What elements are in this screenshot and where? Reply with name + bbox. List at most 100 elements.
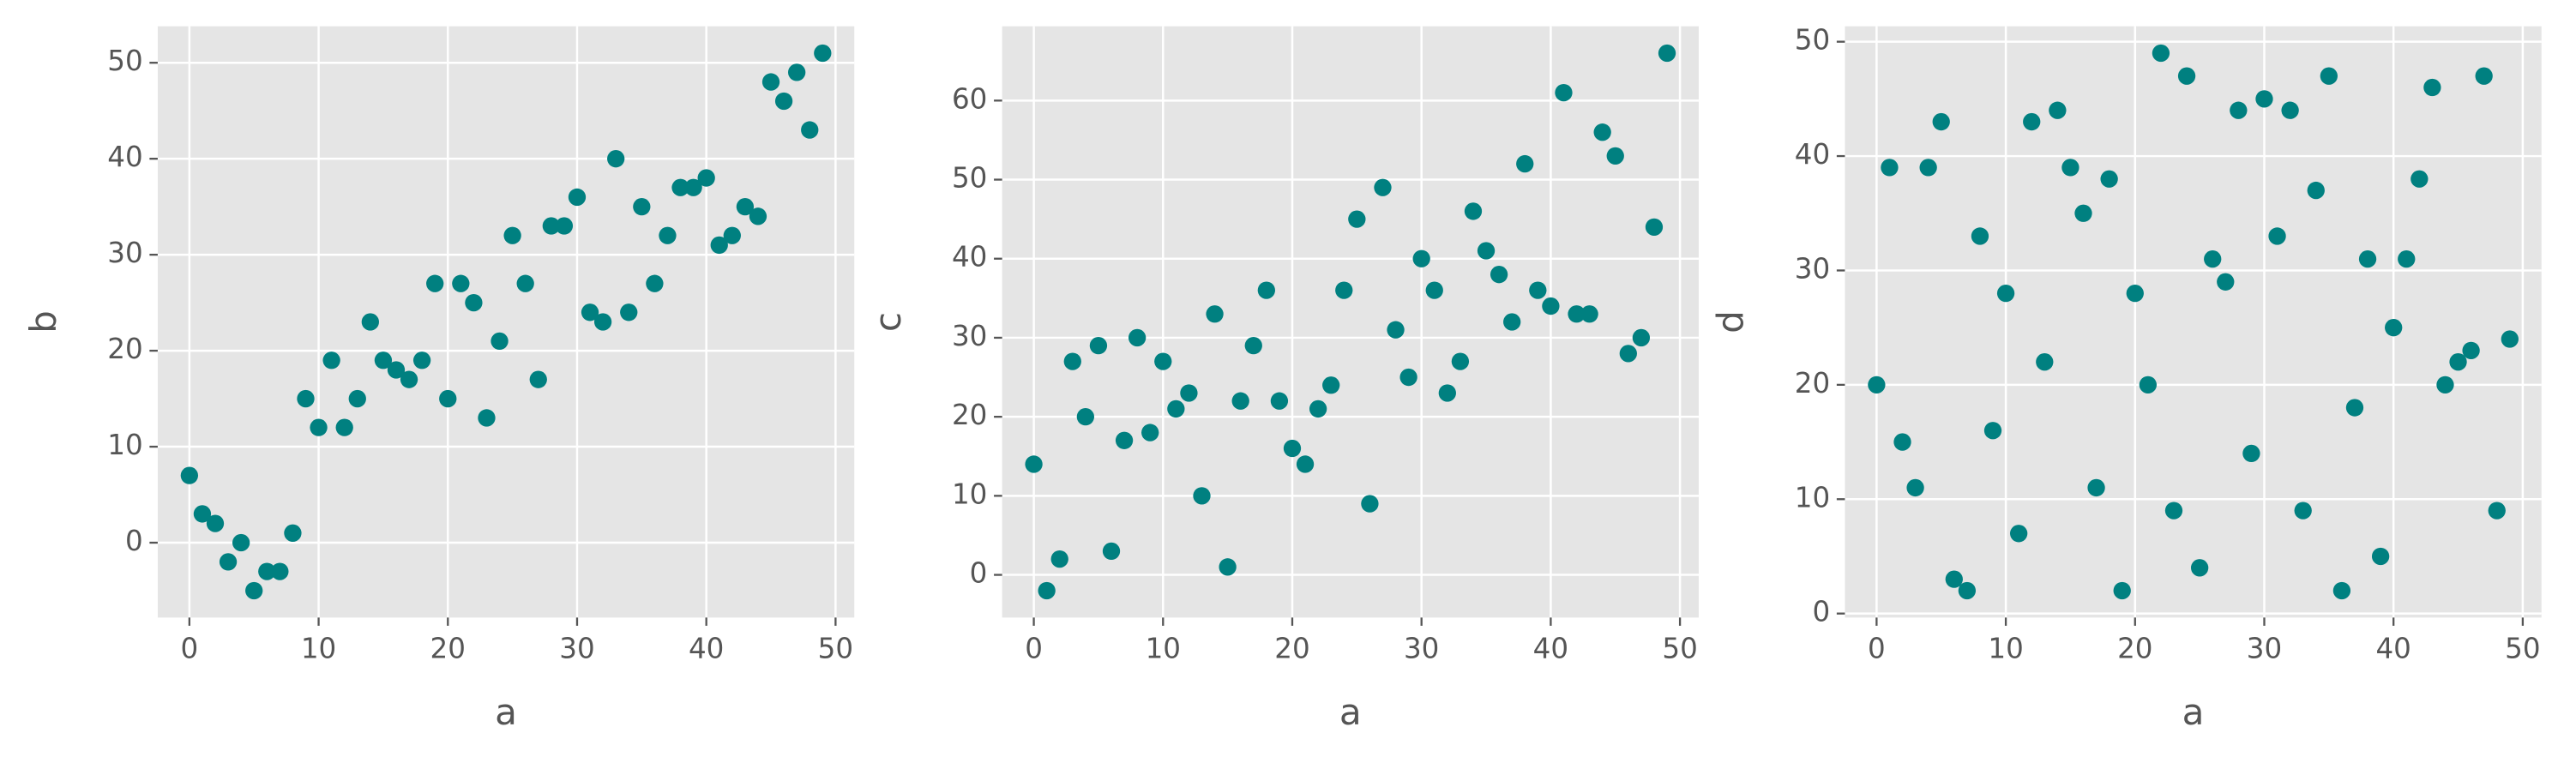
point — [2385, 319, 2403, 337]
y-tick-label: 10 — [107, 429, 142, 461]
y-tick-label: 30 — [107, 237, 142, 269]
point — [1438, 384, 1456, 402]
plot-area — [1845, 26, 2542, 618]
point — [1270, 392, 1289, 410]
point — [516, 274, 534, 292]
point — [322, 351, 340, 369]
y-axis-label: b — [22, 310, 64, 333]
point — [2358, 249, 2377, 268]
point — [761, 73, 780, 91]
x-tick-label: 50 — [818, 633, 853, 665]
point — [2113, 581, 2131, 600]
point — [2049, 101, 2067, 119]
point — [659, 226, 677, 244]
point — [1283, 439, 1302, 458]
point — [1374, 178, 1392, 196]
y-tick-label: 0 — [970, 557, 988, 590]
point — [361, 313, 379, 331]
point — [1893, 433, 1911, 451]
point — [348, 389, 366, 408]
point — [1219, 558, 1237, 576]
point — [684, 178, 702, 196]
x-tick-label: 30 — [559, 633, 594, 665]
point — [2164, 502, 2183, 520]
y-axis-label: d — [1710, 310, 1752, 333]
point — [335, 418, 353, 436]
point — [452, 274, 470, 292]
point — [646, 274, 664, 292]
point — [1945, 570, 1963, 588]
y-tick-label: 60 — [952, 82, 987, 115]
point — [2023, 112, 2041, 131]
point — [2242, 444, 2260, 463]
point — [1412, 249, 1430, 267]
point — [1919, 159, 1937, 177]
point — [814, 44, 832, 63]
x-tick-label: 30 — [1404, 633, 1439, 665]
point — [1425, 281, 1443, 299]
point — [2398, 249, 2416, 268]
point — [1167, 400, 1185, 418]
point — [633, 197, 651, 216]
point — [310, 418, 328, 436]
point — [1593, 123, 1611, 141]
point — [1076, 407, 1095, 426]
point — [1399, 368, 1417, 387]
point — [1619, 345, 1637, 363]
x-tick-label: 20 — [1274, 633, 1309, 665]
point — [2152, 44, 2170, 63]
point — [412, 351, 431, 369]
point — [1257, 281, 1275, 299]
point — [1881, 159, 1899, 177]
plot-area — [157, 26, 855, 618]
point — [801, 121, 819, 139]
point — [2371, 547, 2390, 566]
x-tick-label: 30 — [2247, 633, 2282, 665]
y-tick-label: 0 — [1812, 596, 1830, 628]
point — [1868, 375, 1886, 394]
point — [2449, 353, 2467, 371]
point — [1983, 422, 2002, 440]
point — [593, 313, 612, 331]
point — [1555, 83, 1573, 102]
point — [1141, 424, 1159, 442]
point — [2410, 170, 2429, 188]
point — [788, 63, 806, 81]
x-tick-label: 20 — [2117, 633, 2152, 665]
point — [607, 150, 625, 168]
point — [2423, 78, 2441, 97]
point — [1050, 550, 1068, 568]
point — [2320, 67, 2338, 85]
point — [400, 370, 418, 388]
point — [1490, 266, 1508, 284]
point — [2061, 159, 2079, 177]
point — [2294, 502, 2312, 520]
point — [620, 303, 638, 321]
point — [1529, 281, 1547, 299]
point — [1503, 313, 1521, 331]
x-tick-label: 50 — [2505, 633, 2540, 665]
point — [1906, 478, 1924, 497]
point — [219, 553, 238, 571]
point — [697, 169, 715, 187]
point — [2074, 204, 2092, 222]
point — [193, 505, 212, 523]
point — [2217, 273, 2235, 291]
point — [1206, 305, 1224, 323]
point — [2087, 478, 2105, 497]
point — [1038, 581, 1056, 600]
point — [723, 226, 741, 244]
point — [736, 197, 755, 216]
point — [1128, 328, 1147, 347]
x-tick-label: 40 — [2375, 633, 2410, 665]
point — [2501, 330, 2519, 348]
point — [1154, 352, 1172, 370]
y-tick-label: 50 — [952, 162, 987, 195]
point — [1335, 281, 1353, 299]
point — [297, 389, 315, 408]
x-tick-label: 0 — [1868, 633, 1886, 665]
point — [465, 293, 483, 312]
point — [2345, 399, 2364, 417]
y-tick-label: 40 — [107, 141, 142, 173]
